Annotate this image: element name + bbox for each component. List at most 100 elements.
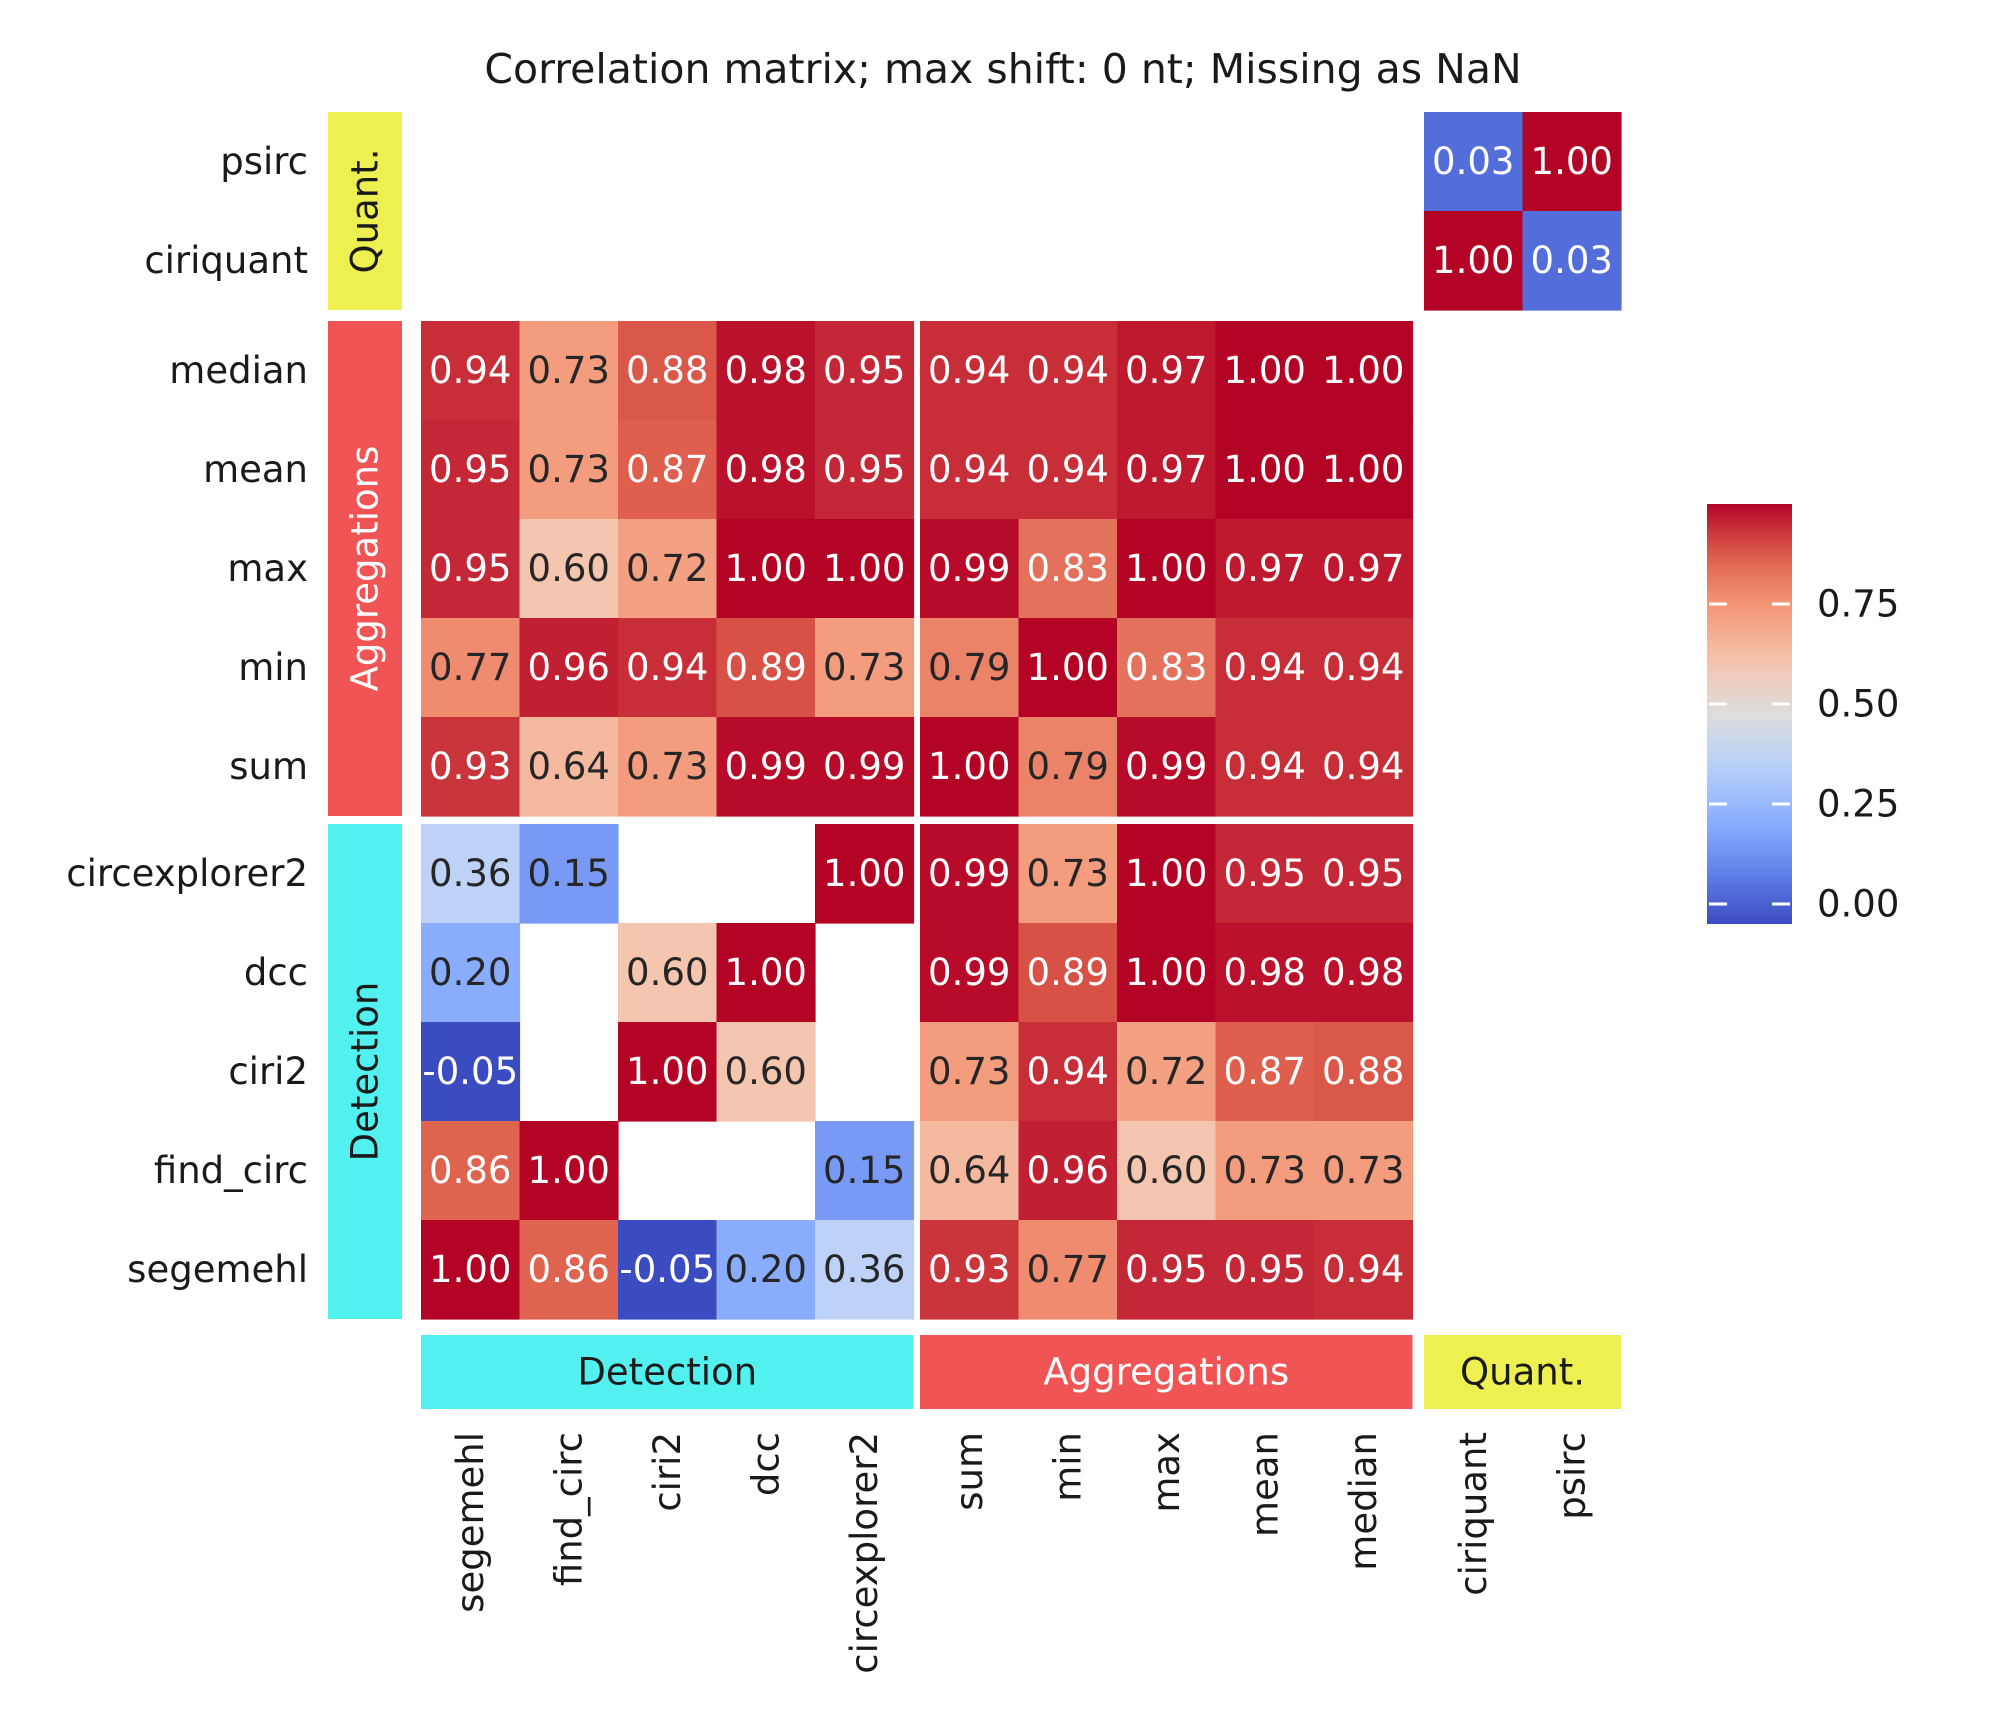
heatmap-cell (1018, 923, 1118, 1023)
heatmap-cell (1314, 824, 1414, 924)
heatmap-cell (519, 618, 619, 718)
cell-value-label: 0.20 (725, 1248, 807, 1291)
cell-value-label: 0.73 (626, 745, 708, 788)
row-tick-label: min (238, 646, 308, 689)
heatmap-cell (1215, 420, 1315, 520)
cell-value-label: 0.72 (626, 547, 708, 590)
heatmap-cell-labels: 0.03 1.00 1.00 0.03 0.94 0.73 0.88 0.98 0.95 0.94… (422, 140, 1613, 1291)
row-group-label: Aggregations (344, 446, 387, 692)
heatmap-cell (1215, 1121, 1315, 1221)
column-tick-label: ciriquant (1452, 1432, 1495, 1596)
cell-value-label: 0.96 (1027, 1149, 1109, 1192)
heatmap-cell (920, 824, 1020, 924)
cell-value-label: 0.36 (823, 1248, 905, 1291)
heatmap-cell (519, 420, 619, 520)
heatmap-cell (1424, 112, 1524, 212)
colorbar-tick-label: 0.25 (1817, 783, 1899, 826)
cell-value-label: 0.94 (928, 349, 1010, 392)
row-tick-labels: psirc ciriquant median mean max min sum circexp… (66, 140, 308, 1291)
heatmap-cell (920, 321, 1020, 421)
cell-value-label: 0.83 (1125, 646, 1207, 689)
heatmap-cell (421, 1022, 521, 1122)
heatmap-cell (815, 618, 915, 718)
row-tick-label: dcc (244, 951, 308, 994)
cell-value-label: 1.00 (1224, 448, 1306, 491)
heatmap-cell (716, 420, 816, 520)
cell-value-label: 0.95 (1224, 1248, 1306, 1291)
heatmap-cell (1314, 1022, 1414, 1122)
cell-value-label: 1.00 (626, 1050, 708, 1093)
colorbar-tick-label: 0.00 (1817, 883, 1899, 926)
cell-value-label: 0.89 (725, 646, 807, 689)
cell-value-label: 1.00 (429, 1248, 511, 1291)
heatmap-cell (421, 824, 521, 924)
heatmap-cell (421, 717, 521, 817)
cell-value-label: 0.20 (429, 951, 511, 994)
heatmap-cell (1215, 1022, 1315, 1122)
heatmap-cell (920, 519, 1020, 619)
heatmap-cell (1117, 824, 1217, 924)
cell-value-label: 0.94 (1224, 745, 1306, 788)
cell-value-label: 0.87 (1224, 1050, 1306, 1093)
cell-value-label: 0.98 (725, 448, 807, 491)
heatmap-cell (920, 1121, 1020, 1221)
cell-value-label: 0.99 (928, 951, 1010, 994)
cell-value-label: 0.73 (1224, 1149, 1306, 1192)
row-tick-label: find_circ (154, 1149, 308, 1192)
heatmap-cell (421, 321, 521, 421)
cell-value-label: 0.95 (823, 448, 905, 491)
cell-value-label: 0.03 (1432, 140, 1514, 183)
heatmap-cell (920, 618, 1020, 718)
row-tick-label: median (169, 349, 308, 392)
cell-value-label: 1.00 (725, 951, 807, 994)
cell-value-label: 0.97 (1224, 547, 1306, 590)
heatmap-cell (421, 420, 521, 520)
heatmap-cell (1215, 923, 1315, 1023)
cell-value-label: 1.00 (823, 547, 905, 590)
cell-value-label: 1.00 (928, 745, 1010, 788)
cell-value-label: 0.73 (528, 349, 610, 392)
heatmap-cell (519, 519, 619, 619)
cell-value-label: 1.00 (1125, 951, 1207, 994)
heatmap-cell (1018, 420, 1118, 520)
row-group-bar (328, 824, 402, 1319)
cell-value-label: 0.94 (1322, 646, 1404, 689)
column-group-bars: Detection Aggregations Quant. (421, 1335, 1621, 1409)
cell-value-label: 1.00 (528, 1149, 610, 1192)
cell-value-label: 0.15 (528, 852, 610, 895)
cell-value-label: 0.95 (1125, 1248, 1207, 1291)
heatmap-cell (1215, 618, 1315, 718)
heatmap-cell (1215, 717, 1315, 817)
cell-value-label: 0.94 (928, 448, 1010, 491)
row-tick-label: mean (203, 448, 308, 491)
heatmap-cell (618, 420, 718, 520)
cell-value-label: 0.94 (1027, 1050, 1109, 1093)
row-tick-label: max (227, 547, 308, 590)
cell-value-label: 0.89 (1027, 951, 1109, 994)
heatmap-cell (421, 1220, 521, 1320)
cell-value-label: 0.97 (1125, 349, 1207, 392)
heatmap-cell (1314, 618, 1414, 718)
heatmap-cell (421, 618, 521, 718)
heatmap-cell (1117, 923, 1217, 1023)
cell-value-label: 0.88 (1322, 1050, 1404, 1093)
cell-value-label: 0.99 (725, 745, 807, 788)
heatmap-cell (815, 321, 915, 421)
heatmap-cell (815, 1121, 915, 1221)
heatmap-cell (519, 824, 619, 924)
heatmap-cell (815, 420, 915, 520)
heatmap-cell (716, 1022, 816, 1122)
heatmap-cell (1314, 420, 1414, 520)
cell-value-label: 0.95 (823, 349, 905, 392)
column-group-bar (1424, 1335, 1621, 1409)
column-tick-labels: segemehl find_circ ciri2 dcc circexplorer2 su… (449, 1432, 1594, 1674)
cell-value-label: 0.15 (823, 1149, 905, 1192)
column-group-label: Detection (577, 1351, 757, 1394)
column-group-label: Quant. (1460, 1351, 1585, 1394)
heatmap-cell (1117, 618, 1217, 718)
column-tick-label: segemehl (449, 1432, 492, 1613)
cell-value-label: 0.60 (528, 547, 610, 590)
cell-value-label: 0.94 (1027, 448, 1109, 491)
cell-value-label: -0.05 (619, 1248, 715, 1291)
column-tick-label: psirc (1550, 1432, 1593, 1520)
